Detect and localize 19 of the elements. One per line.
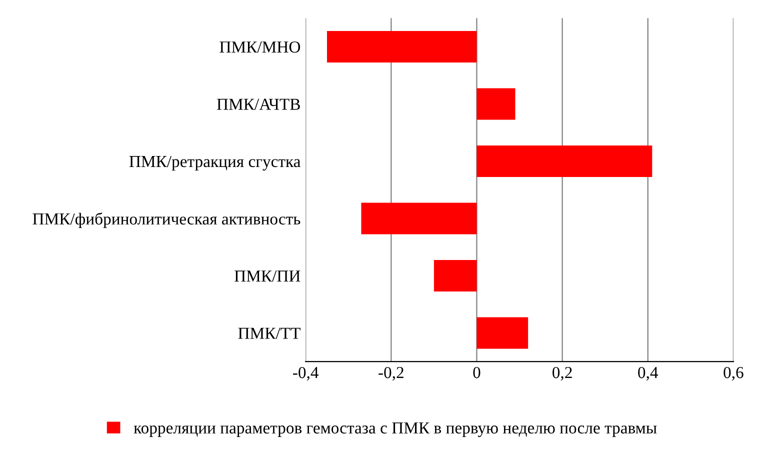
bar: [361, 202, 477, 234]
y-tick-label: ПМК/ПИ: [234, 270, 300, 282]
y-tick-label: ПМК/ТТ: [238, 328, 300, 339]
x-tick-label: 0,4: [638, 366, 658, 381]
bar: [476, 145, 652, 177]
x-tick-label: 0,2: [552, 366, 572, 381]
x-tick-label: -0,4: [293, 366, 319, 381]
bar: [476, 317, 528, 349]
bar: [434, 260, 477, 292]
y-tick-label: ПМК/МНО: [220, 41, 300, 53]
y-tick-label: ПМК/ретракция сгустка: [129, 156, 301, 171]
x-tick-label: 0: [473, 366, 480, 378]
y-tick-label: ПМК/АЧТВ: [216, 98, 300, 110]
legend-label: корреляции параметров гемостаза с ПМК в первую неделю после травмы: [134, 422, 657, 437]
y-tick-label: ПМК/фибринолитическая активность: [32, 212, 300, 228]
x-tick-label: -0,2: [378, 366, 404, 381]
bar: [326, 30, 477, 62]
bar: [476, 88, 516, 120]
x-tick-label: 0,6: [724, 366, 744, 381]
